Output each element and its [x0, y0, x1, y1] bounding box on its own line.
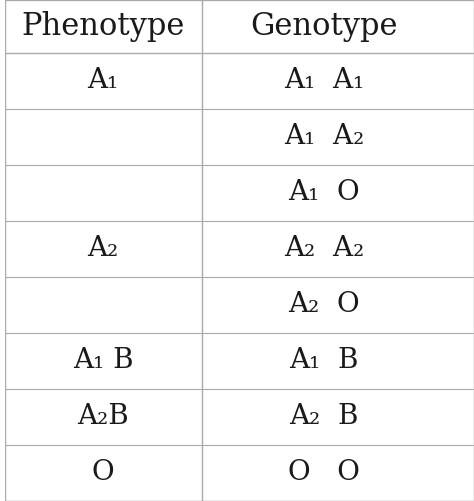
Text: A₁  A₁: A₁ A₁ — [283, 67, 364, 94]
Text: A₁ B: A₁ B — [73, 347, 134, 374]
Text: A₂  A₂: A₂ A₂ — [283, 235, 364, 263]
Text: Phenotype: Phenotype — [21, 11, 185, 42]
Text: A₁  B: A₁ B — [289, 347, 358, 374]
Text: A₂  B: A₂ B — [289, 403, 358, 430]
Text: A₂B: A₂B — [77, 403, 129, 430]
Text: A₁: A₁ — [88, 67, 119, 94]
Text: A₂  O: A₂ O — [288, 292, 360, 318]
Text: O: O — [92, 459, 114, 486]
Text: O   O: O O — [288, 459, 360, 486]
Text: A₁  A₂: A₁ A₂ — [283, 123, 364, 150]
Text: Genotype: Genotype — [250, 11, 398, 42]
Text: A₂: A₂ — [88, 235, 119, 263]
Text: A₁  O: A₁ O — [288, 179, 360, 206]
